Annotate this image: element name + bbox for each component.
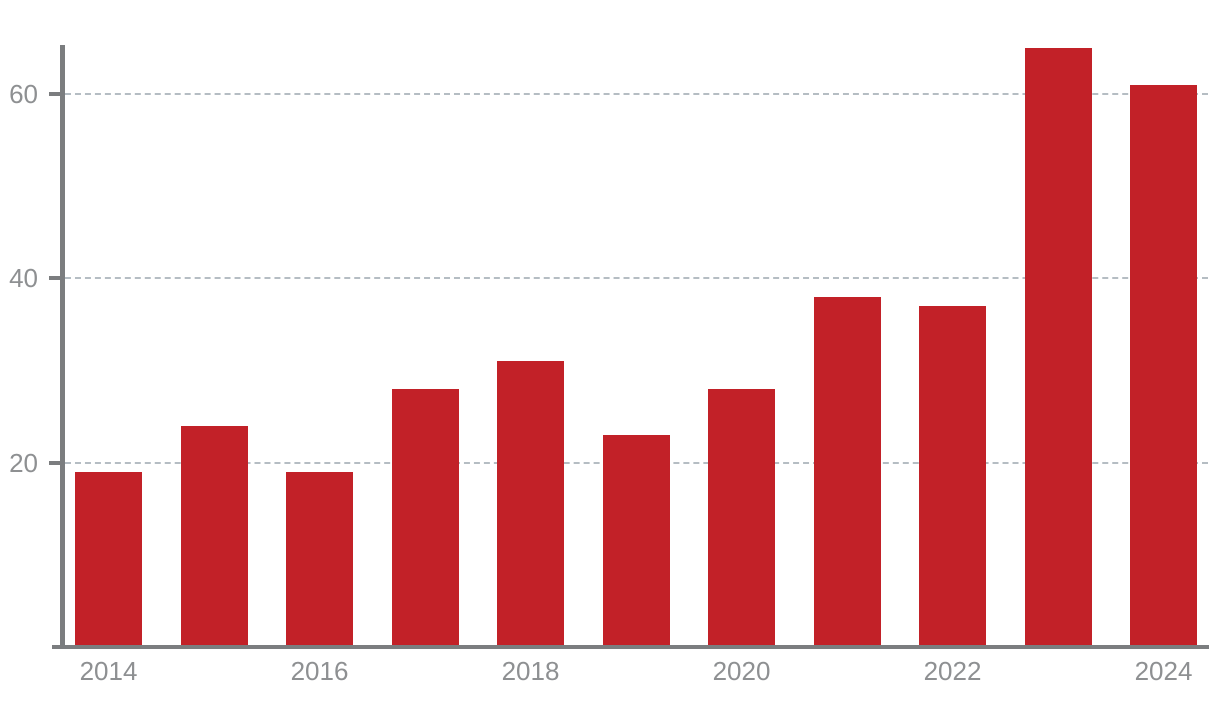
x-axis-line [52, 645, 1209, 649]
x-tick-label: 2018 [501, 656, 560, 686]
bar-2022 [919, 306, 986, 647]
y-tick-mark [49, 460, 60, 465]
bar-2023 [1024, 48, 1092, 647]
y-tick-label: 60 [9, 78, 38, 109]
bar-2017 [391, 389, 459, 647]
bar-2024 [1130, 85, 1197, 647]
bar-2018 [497, 361, 564, 647]
y-tick-label: 20 [9, 447, 38, 478]
bar-2015 [180, 426, 248, 647]
bar-2020 [708, 389, 775, 647]
y-tick-mark [49, 276, 60, 281]
y-tick-mark [49, 91, 60, 96]
x-tick-label: 2022 [923, 656, 982, 686]
bar-2014 [75, 472, 142, 647]
x-tick-label: 2024 [1134, 656, 1193, 686]
y-tick-label: 40 [9, 263, 38, 294]
x-tick-label: 2016 [290, 656, 349, 686]
x-tick-label: 2020 [712, 656, 771, 686]
bar-2019 [602, 435, 670, 647]
y-axis-line [60, 45, 65, 649]
gridline [65, 92, 1208, 95]
gridline [65, 277, 1208, 280]
x-tick-label: 2014 [79, 656, 138, 686]
bar-2016 [286, 472, 353, 647]
bar-2021 [813, 297, 881, 647]
